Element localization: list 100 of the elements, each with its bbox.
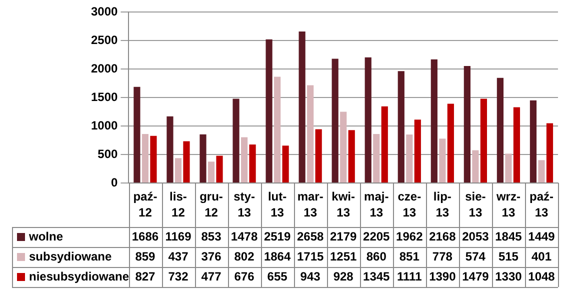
bar: [208, 162, 215, 182]
bar: [315, 129, 322, 182]
data-label: 928: [333, 269, 354, 284]
legend-label: subsydiowane: [29, 249, 112, 264]
bar: [464, 66, 470, 182]
bar: [398, 71, 404, 182]
bar: [348, 130, 355, 182]
bar: [216, 156, 223, 182]
data-label: 1169: [165, 229, 192, 244]
data-label: 437: [168, 249, 189, 264]
bar: [381, 106, 388, 182]
bar: [240, 137, 248, 182]
bar: [364, 57, 372, 182]
data-label: 851: [399, 249, 420, 264]
x-tick-label: lut-13: [268, 189, 287, 220]
x-tick-label: sty-13: [234, 189, 255, 220]
bar: [480, 98, 487, 182]
x-tick-label: lip-13: [433, 189, 452, 220]
y-tick-label: 500: [98, 146, 118, 161]
data-label: 2519: [264, 229, 291, 244]
bar: [298, 31, 306, 182]
bar: [134, 86, 140, 182]
bar: [183, 141, 190, 182]
data-label: 376: [201, 249, 222, 264]
bar: [266, 39, 272, 182]
bar: [447, 104, 454, 182]
data-label: 655: [267, 269, 288, 284]
data-label: 401: [531, 249, 552, 264]
bar: [496, 78, 504, 182]
data-label: 1048: [528, 269, 556, 284]
data-label: 1686: [132, 229, 159, 244]
legend-label: niesubsydiowane: [29, 269, 130, 284]
data-label: 802: [234, 249, 255, 264]
data-label: 2205: [363, 229, 390, 244]
data-label: 1864: [264, 249, 291, 264]
bar: [373, 134, 380, 182]
bar: [282, 146, 289, 182]
bar: [530, 100, 537, 182]
bar: [505, 154, 512, 182]
bar: [142, 134, 149, 182]
y-tick-label: 1000: [90, 118, 118, 132]
data-label: 574: [465, 249, 486, 264]
data-label: 778: [432, 249, 453, 264]
data-label: 515: [498, 249, 519, 264]
bar: [174, 158, 182, 182]
x-tick-label: mar-13: [297, 189, 324, 220]
data-label: 1330: [495, 269, 522, 284]
x-tick-label: cze-13: [398, 189, 422, 220]
y-tick-label: 2500: [90, 32, 118, 47]
bar: [513, 107, 520, 182]
data-label: 2658: [296, 229, 324, 244]
y-tick-label: 3000: [90, 4, 118, 18]
legend-label: wolne: [28, 229, 64, 244]
data-label: 2179: [330, 229, 358, 244]
bar: [249, 144, 256, 182]
bar: [414, 120, 421, 182]
data-label: 676: [234, 269, 255, 284]
data-label: 1479: [462, 269, 490, 284]
bar: [232, 98, 240, 182]
y-tick-label: 2000: [90, 61, 118, 76]
x-tick-label: kwi-13: [332, 189, 356, 220]
bar: [274, 76, 281, 182]
data-label: 1449: [528, 229, 556, 244]
data-label: 859: [135, 249, 156, 264]
bar: [166, 116, 174, 182]
x-tick-label: paź-13: [529, 189, 554, 220]
bar: [546, 123, 554, 182]
y-tick-label: 1500: [90, 90, 118, 104]
data-label: 1345: [363, 269, 390, 284]
x-tick-label: maj-13: [364, 189, 389, 220]
x-tick-label: paź-12: [133, 189, 158, 220]
data-label: 2053: [462, 229, 490, 244]
bar: [340, 112, 347, 182]
x-tick-label: lis-12: [170, 189, 187, 220]
bar: [472, 150, 479, 182]
data-label: 853: [201, 229, 222, 244]
data-label: 732: [168, 269, 189, 284]
data-label: 477: [201, 269, 222, 284]
bar: [406, 134, 413, 182]
bar: [430, 59, 438, 182]
data-label: 943: [300, 269, 321, 284]
bar: [538, 160, 545, 182]
data-label: 1111: [397, 269, 422, 284]
bar: [439, 138, 446, 182]
data-label: 1962: [396, 229, 424, 244]
bar: [307, 85, 314, 182]
data-label: 1715: [296, 249, 324, 264]
data-label: 1478: [230, 229, 258, 244]
bar: [150, 136, 157, 182]
bar: [332, 58, 338, 182]
data-label: 827: [135, 269, 156, 284]
data-label: 2168: [429, 229, 456, 244]
data-label: 1845: [495, 229, 522, 244]
x-tick-label: gru-12: [200, 189, 223, 220]
bar: [200, 134, 206, 182]
x-tick-label: sie-13: [465, 189, 486, 220]
x-tick-label: wrz-13: [495, 189, 520, 220]
data-label: 1251: [330, 249, 358, 264]
data-label: 1390: [429, 269, 456, 284]
y-tick-label: 0: [111, 175, 118, 190]
